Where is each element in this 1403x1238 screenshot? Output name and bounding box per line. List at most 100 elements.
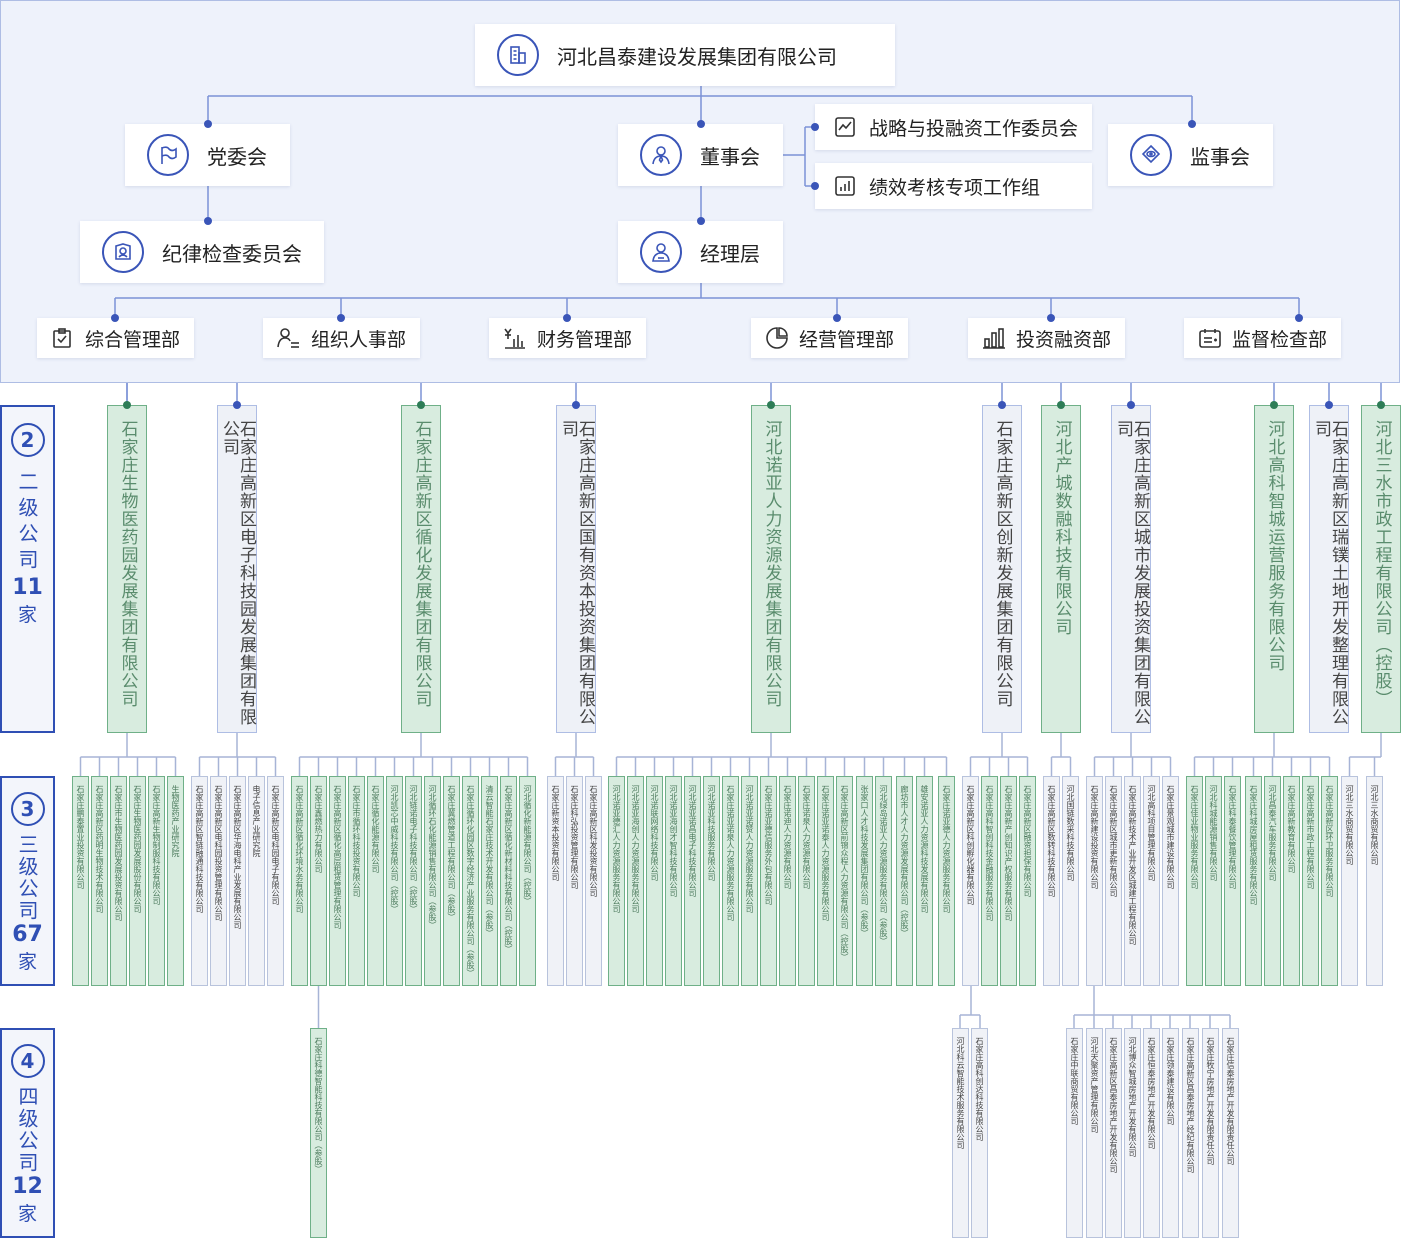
- connector-dot: [1377, 401, 1385, 409]
- company-name: 石家庄高新产创知识产权服务有限公司: [1004, 785, 1013, 921]
- level-unit: 家: [17, 604, 37, 626]
- connector-dot: [204, 120, 212, 128]
- connector-dot: [123, 401, 131, 409]
- level4-company: 石家庄高新区昌泰房地产经纪有限公司: [1182, 1028, 1199, 1238]
- company-name: 河北诺亚诺昌电子科技有限公司: [688, 785, 697, 897]
- dept-finance: 财务管理部: [489, 318, 646, 358]
- level3-company: 河北循环石化能源销售有限公司（参股）: [424, 776, 441, 986]
- level2-company: 石家庄高新区电子科技园发展集团有限公司: [217, 405, 257, 733]
- level4-company: 石家庄信泰房地产开发有限责任公司: [1222, 1028, 1239, 1238]
- company-name: 河北诺联网络科技有限公司: [650, 785, 659, 881]
- level3-company: 石家庄生物医药园发展股份有限公司: [129, 776, 146, 986]
- level2-company: 石家庄生物医药园发展集团有限公司: [107, 405, 147, 733]
- level3-company: 张家口人才科技发展集团有限公司（参股）: [856, 776, 873, 986]
- connector-dot: [204, 217, 212, 225]
- management-card: 经理层: [618, 221, 783, 283]
- supervisory-board-card: 监事会: [1108, 124, 1273, 186]
- clipboard-check-icon: [51, 327, 73, 349]
- pie-chart-icon: [765, 326, 789, 350]
- connector-dot: [833, 314, 841, 322]
- level-unit: 家: [17, 1203, 37, 1225]
- company-name: 石家庄高新区科发投资有限公司: [589, 785, 598, 897]
- dept-label: 综合管理部: [85, 328, 181, 351]
- company-name: 石家庄生物医药园发展股份有限公司: [133, 785, 142, 913]
- company-name: 石家庄高新区科创孵化器有限公司: [966, 785, 975, 905]
- management-label: 经理层: [700, 241, 760, 266]
- connector-dot: [811, 123, 819, 131]
- level3-company: 石家庄科城房屋租赁服务有限公司: [1245, 776, 1262, 986]
- company-name: 石家庄高新区循化发展集团有限公司: [411, 420, 432, 708]
- level3-company: 石家庄高新生物制服科技有限公司: [148, 776, 165, 986]
- connector-dot: [1127, 401, 1135, 409]
- company-name: 石家庄高新区电科园电子有限公司: [271, 785, 280, 905]
- company-name: 石家庄高新区循化新材料科技有限公司（控股）: [504, 785, 513, 953]
- level3-company: 河北凯芯中威科技有限公司（控股）: [386, 776, 403, 986]
- level-4-label: 4 四级公司 12 家: [0, 1028, 55, 1238]
- company-name: 石家庄牧宁房地产开发有限责任公司: [1206, 1037, 1215, 1165]
- level3-company: 河北昌泰汽车服务有限公司: [1264, 776, 1281, 986]
- level3-company: 石家庄高新区循化新材料科技有限公司（控股）: [500, 776, 517, 986]
- connector-dot: [1325, 401, 1333, 409]
- company-name: 石家庄高科创达科技有限公司: [975, 1037, 984, 1141]
- level4-company: 石家庄科德智能科技有限公司（参股）: [310, 1028, 327, 1238]
- connector-dot: [1047, 314, 1055, 322]
- company-name: 河北链诺电子科技有限公司（控股）: [409, 785, 418, 913]
- level3-company: 河北诺亚诺赞人力资源服务有限公司: [741, 776, 758, 986]
- connector-dot: [417, 401, 425, 409]
- connector-dot: [563, 314, 571, 322]
- company-name: 石家庄高新区电子科技园发展集团有限公司: [219, 420, 256, 726]
- company-name: 石家庄信泰房地产开发有限责任公司: [1226, 1037, 1235, 1165]
- supervisory-board-label: 监事会: [1190, 144, 1250, 169]
- level3-company: 石家庄高新区科创孵化器有限公司: [962, 776, 979, 986]
- level4-company: 石家庄牧宁房地产开发有限责任公司: [1202, 1028, 1219, 1238]
- level-unit: 家: [17, 951, 37, 973]
- connector-dot: [572, 401, 580, 409]
- company-name: 石家庄高新区昌泰房地产经纪有限公司: [1186, 1037, 1195, 1173]
- level3-company: 石家庄高新区前锦众程人力资源有限公司（控股）: [836, 776, 853, 986]
- strategy-committee-label: 战略与投融资工作委员会: [869, 117, 1079, 140]
- company-name: 清云智能石家庄技术开发有限公司（参股）: [485, 785, 494, 937]
- level3-company: 石家庄诺亚诺泰人力资源服务有限公司: [817, 776, 834, 986]
- company-name: 河北三水商贸有限公司: [1370, 785, 1379, 865]
- company-name: 石家庄科城房屋租赁服务有限公司: [1249, 785, 1258, 905]
- company-name: 石家庄科泰餐饮管理有限公司: [1228, 785, 1237, 889]
- level3-company: 石家庄高新区融资担保有限公司: [1019, 776, 1036, 986]
- company-name: 石家庄鹏泰置业投资有限公司: [76, 785, 85, 889]
- level2-company: 石家庄高新区创新发展集团有限公司: [982, 405, 1022, 733]
- level3-company: 石家庄高新区电科园电子有限公司: [267, 776, 284, 986]
- dept-general-management: 综合管理部: [37, 318, 194, 358]
- company-name: 石家庄高新区国有资本投资集团有限公司: [558, 420, 595, 726]
- level4-company: 河北天聚资产管理有限公司: [1086, 1028, 1103, 1238]
- root-company-name: 河北昌泰建设发展集团有限公司: [557, 44, 837, 69]
- company-name: 石家庄诺泉人力资源有限公司: [802, 785, 811, 889]
- level-word: 三级公司: [15, 834, 39, 922]
- company-name: 石家庄高新生物制服科技有限公司: [152, 785, 161, 905]
- company-name: 石家庄高新市政工程有限公司: [1306, 785, 1315, 889]
- dept-supervision: 监督检查部: [1184, 318, 1341, 358]
- performance-group-card: 绩效考核专项工作组: [815, 163, 1092, 209]
- company-name: 石家庄科弘投资管理有限公司: [570, 785, 579, 889]
- level3-company: 生物医药产业研究院: [167, 776, 184, 986]
- trend-chart-icon: [833, 115, 857, 139]
- yen-chart-icon: [503, 327, 527, 349]
- level3-company: 石家庄景观城市建设有限公司: [1162, 776, 1179, 986]
- level3-company: 河北科城能源销售有限公司: [1205, 776, 1222, 986]
- company-name: 石家庄高新区数转科技有限公司: [1047, 785, 1056, 897]
- company-name: 河北昌泰汽车服务有限公司: [1268, 785, 1277, 881]
- dept-operations: 经营管理部: [751, 318, 908, 358]
- level3-company: 石家庄市生物医药园发展投资有限公司: [110, 776, 127, 986]
- level3-company: 河北国链数采科技有限公司: [1062, 776, 1079, 986]
- discipline-committee-card: 纪律检查委员会: [80, 221, 324, 283]
- building-icon: [497, 34, 539, 76]
- dept-investment: 投资融资部: [968, 318, 1125, 358]
- level2-company: 石家庄高新区瑞镤土地开发整理有限公司: [1309, 405, 1349, 733]
- company-name: 石家庄诺亚德信服务外包有限公司: [764, 785, 773, 905]
- level3-company: 河北诺亚诺昌电子科技有限公司: [684, 776, 701, 986]
- company-name: 石家庄高新区城市发展投资集团有限公司: [1113, 420, 1150, 726]
- level3-company: 河北诺亚德汇人力资源服务有限公司: [608, 776, 625, 986]
- level4-company: 石家庄高新区昌泰房地产开发有限公司: [1105, 1028, 1122, 1238]
- level-count: 12: [12, 1174, 43, 1199]
- company-name: 电子信息产业研究院: [252, 785, 261, 857]
- company-name: 石家庄高新区循化环境水务有限公司: [295, 785, 304, 913]
- level3-company: 石家庄高新区循化环境水务有限公司: [291, 776, 308, 986]
